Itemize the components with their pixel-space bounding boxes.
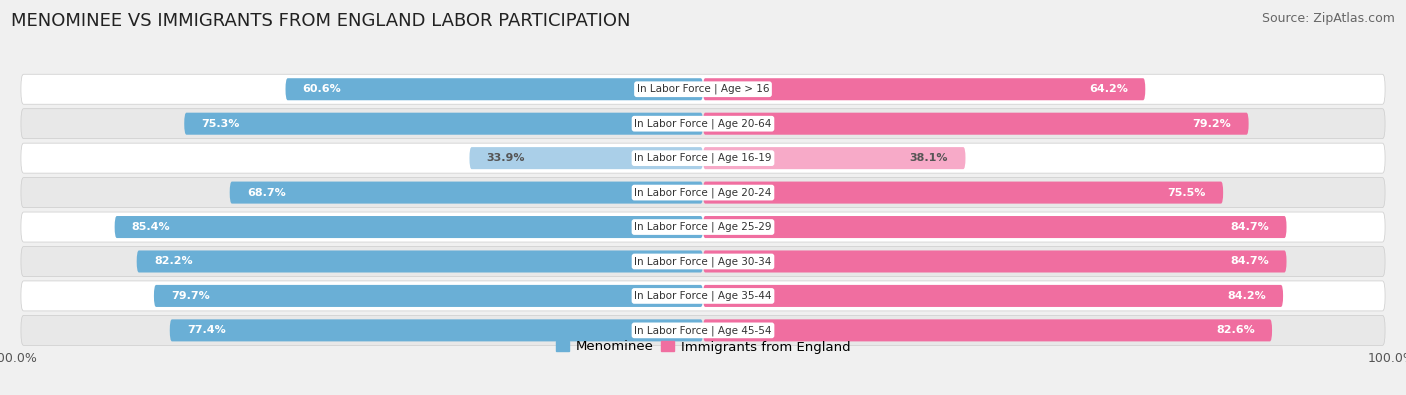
FancyBboxPatch shape <box>703 216 1286 238</box>
Text: Source: ZipAtlas.com: Source: ZipAtlas.com <box>1261 12 1395 25</box>
FancyBboxPatch shape <box>470 147 703 169</box>
Text: In Labor Force | Age > 16: In Labor Force | Age > 16 <box>637 84 769 94</box>
Text: 79.7%: 79.7% <box>172 291 209 301</box>
Text: MENOMINEE VS IMMIGRANTS FROM ENGLAND LABOR PARTICIPATION: MENOMINEE VS IMMIGRANTS FROM ENGLAND LAB… <box>11 12 631 30</box>
FancyBboxPatch shape <box>285 78 703 100</box>
FancyBboxPatch shape <box>703 319 1272 341</box>
FancyBboxPatch shape <box>170 319 703 341</box>
Text: 33.9%: 33.9% <box>486 153 526 163</box>
FancyBboxPatch shape <box>703 113 1249 135</box>
FancyBboxPatch shape <box>21 109 1385 139</box>
FancyBboxPatch shape <box>153 285 703 307</box>
FancyBboxPatch shape <box>703 250 1286 273</box>
Text: 60.6%: 60.6% <box>302 84 342 94</box>
Text: In Labor Force | Age 20-24: In Labor Force | Age 20-24 <box>634 187 772 198</box>
Text: 38.1%: 38.1% <box>910 153 948 163</box>
Text: In Labor Force | Age 20-64: In Labor Force | Age 20-64 <box>634 118 772 129</box>
FancyBboxPatch shape <box>21 281 1385 311</box>
FancyBboxPatch shape <box>21 178 1385 207</box>
FancyBboxPatch shape <box>703 182 1223 203</box>
Text: In Labor Force | Age 45-54: In Labor Force | Age 45-54 <box>634 325 772 336</box>
FancyBboxPatch shape <box>21 212 1385 242</box>
FancyBboxPatch shape <box>21 246 1385 276</box>
FancyBboxPatch shape <box>136 250 703 273</box>
Text: In Labor Force | Age 35-44: In Labor Force | Age 35-44 <box>634 291 772 301</box>
FancyBboxPatch shape <box>184 113 703 135</box>
FancyBboxPatch shape <box>21 143 1385 173</box>
FancyBboxPatch shape <box>21 74 1385 104</box>
FancyBboxPatch shape <box>703 285 1284 307</box>
FancyBboxPatch shape <box>21 315 1385 345</box>
FancyBboxPatch shape <box>703 147 966 169</box>
Text: 79.2%: 79.2% <box>1192 118 1232 129</box>
Text: In Labor Force | Age 30-34: In Labor Force | Age 30-34 <box>634 256 772 267</box>
Text: In Labor Force | Age 16-19: In Labor Force | Age 16-19 <box>634 153 772 164</box>
Text: 82.6%: 82.6% <box>1216 325 1254 335</box>
Text: 77.4%: 77.4% <box>187 325 226 335</box>
Text: 75.3%: 75.3% <box>201 118 240 129</box>
Text: In Labor Force | Age 25-29: In Labor Force | Age 25-29 <box>634 222 772 232</box>
FancyBboxPatch shape <box>115 216 703 238</box>
Text: 85.4%: 85.4% <box>132 222 170 232</box>
Legend: Menominee, Immigrants from England: Menominee, Immigrants from England <box>550 335 856 359</box>
Text: 75.5%: 75.5% <box>1167 188 1206 198</box>
Text: 68.7%: 68.7% <box>247 188 285 198</box>
Text: 82.2%: 82.2% <box>153 256 193 267</box>
Text: 64.2%: 64.2% <box>1090 84 1128 94</box>
Text: 84.2%: 84.2% <box>1227 291 1265 301</box>
FancyBboxPatch shape <box>229 182 703 203</box>
FancyBboxPatch shape <box>703 78 1146 100</box>
Text: 84.7%: 84.7% <box>1230 222 1270 232</box>
Text: 84.7%: 84.7% <box>1230 256 1270 267</box>
